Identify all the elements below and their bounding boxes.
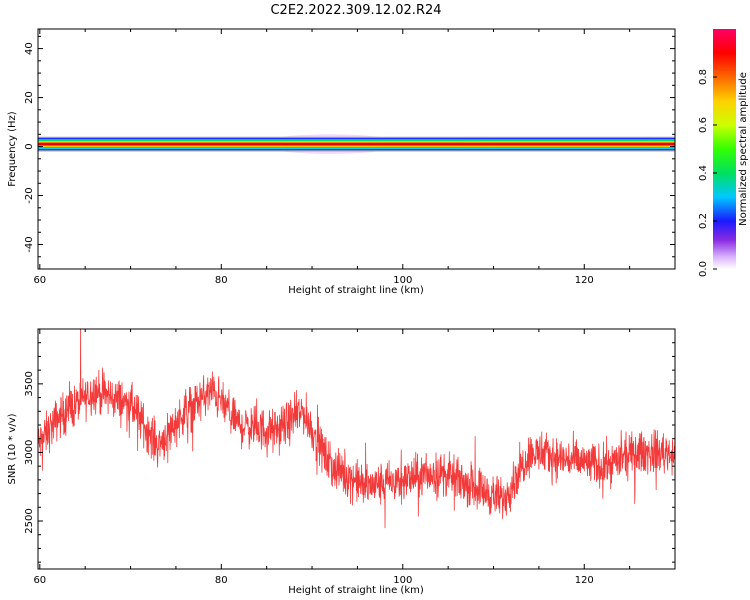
spectrogram-frame [37, 28, 676, 270]
snr-y-label: SNR (10 * v/v) [7, 413, 18, 484]
colorbar-ticks: 0.0 0.2 0.4 0.6 0.8 [698, 69, 717, 277]
y-tick-label: 40 [24, 42, 35, 55]
x-tick-label: 100 [393, 275, 412, 286]
spectrogram-x-ticks: 60 80 100 120 [33, 29, 676, 286]
snr-panel: 60 80 100 120 2500 3000 3500 Height of straig… [7, 328, 676, 596]
spectrogram-x-label: Height of straight line (km) [288, 285, 424, 296]
y-tick-label: -20 [24, 187, 35, 203]
x-tick-label: 60 [33, 275, 46, 286]
colorbar: 0.0 0.2 0.4 0.6 0.8 Normalized spectral ampl… [698, 29, 749, 277]
colorbar-label: Normalized spectral amplitude [738, 72, 749, 226]
x-tick-label: 120 [575, 575, 594, 586]
spectrogram-band [38, 134, 675, 154]
spectral-band-layer [38, 143, 675, 146]
y-tick-label: 3500 [24, 371, 35, 396]
colorbar-tick-label: 0.4 [698, 165, 709, 181]
colorbar-tick-label: 0.6 [698, 117, 709, 133]
x-tick-label: 80 [215, 575, 228, 586]
y-tick-label: 20 [24, 91, 35, 104]
spectrogram-y-label: Frequency (Hz) [7, 111, 18, 187]
y-tick-label: -40 [24, 236, 35, 252]
snr-x-ticks: 60 80 100 120 [33, 329, 676, 586]
y-tick-label: 3000 [24, 440, 35, 465]
colorbar-tick-label: 0.2 [698, 213, 709, 229]
y-tick-label: 2500 [24, 508, 35, 533]
figure-title: C2E2.2022.309.12.02.R24 [270, 3, 441, 18]
snr-series-line [38, 329, 675, 529]
spectrogram-y-ticks: -40 -20 0 20 40 [24, 35, 675, 270]
spectrogram-panel: 60 80 100 120 -40 -20 0 20 40 Height of straigh… [7, 28, 676, 296]
colorbar-tick-label: 0.0 [698, 261, 709, 277]
colorbar-tick-label: 0.8 [698, 69, 709, 85]
snr-y-ticks: 2500 3000 3500 [24, 328, 675, 563]
x-tick-label: 80 [215, 275, 228, 286]
colorbar-gradient [713, 29, 736, 269]
y-tick-label: 0 [24, 143, 35, 149]
x-tick-label: 60 [33, 575, 46, 586]
snr-frame [37, 328, 676, 570]
x-tick-label: 100 [393, 575, 412, 586]
snr-x-label: Height of straight line (km) [288, 585, 424, 596]
x-tick-label: 120 [575, 275, 594, 286]
